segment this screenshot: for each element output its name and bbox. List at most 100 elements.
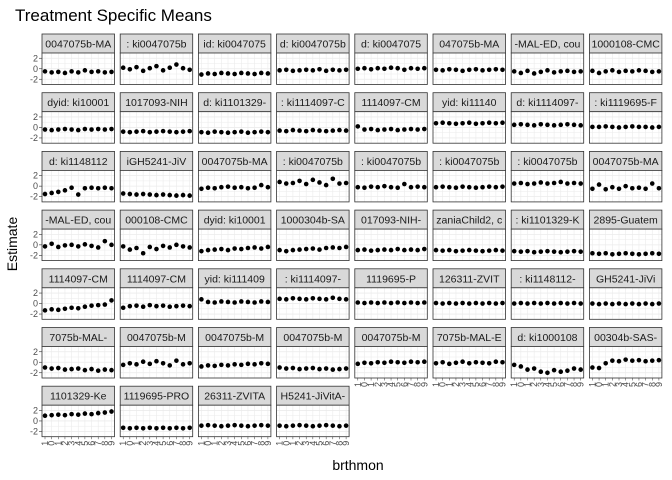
x-tick-label: 3	[301, 441, 311, 446]
data-point	[531, 123, 537, 128]
facet-strip-label: id: ki0047075	[203, 39, 266, 51]
data-point	[147, 244, 153, 250]
data-point	[623, 68, 628, 74]
data-point	[120, 244, 126, 249]
facet-strip-label: 7075b-MAL-	[49, 332, 107, 344]
x-tick-label: 2	[373, 382, 383, 387]
data-point	[480, 184, 485, 190]
data-point	[590, 186, 595, 192]
facet-panel: d: ki1101329-	[197, 92, 272, 144]
data-point	[558, 122, 564, 128]
data-point	[596, 365, 602, 371]
data-point	[440, 68, 445, 73]
data-point	[102, 185, 108, 191]
x-tick-label: 1	[523, 382, 533, 387]
data-point	[460, 359, 465, 365]
facet-strip-label: d: ki1000108	[517, 332, 577, 344]
facet-strip-label: 0047075b-MA	[593, 156, 659, 168]
data-point	[473, 359, 479, 365]
data-point	[355, 361, 361, 367]
panel-border	[432, 169, 506, 203]
data-point	[160, 361, 166, 366]
facet-strip-label: iGH5241-JiV	[127, 156, 187, 168]
data-point	[395, 300, 401, 305]
data-point	[382, 247, 387, 252]
data-point	[174, 358, 179, 363]
data-point	[120, 65, 126, 70]
data-point	[56, 244, 61, 250]
data-point	[630, 358, 635, 363]
data-point	[323, 68, 329, 74]
x-tick-label: 1	[431, 382, 441, 387]
data-point	[134, 64, 139, 70]
data-point	[343, 297, 349, 302]
data-point	[545, 181, 550, 186]
data-point	[290, 68, 296, 74]
data-point	[219, 423, 224, 429]
data-point	[109, 367, 114, 373]
facet-strip-label: d: ki0047075	[361, 39, 421, 51]
data-point	[219, 129, 224, 135]
data-point	[375, 184, 381, 190]
data-point	[433, 300, 439, 306]
data-point	[95, 410, 101, 416]
facet-strip-label: yid: ki111409	[204, 273, 264, 285]
data-point	[56, 127, 61, 132]
data-point	[310, 365, 316, 371]
data-point	[212, 129, 217, 134]
data-point	[511, 181, 517, 186]
data-point	[538, 69, 544, 75]
x-tick-label: 7	[641, 382, 651, 387]
data-point	[225, 423, 231, 428]
data-point	[362, 247, 367, 252]
data-point	[330, 295, 336, 301]
data-point	[212, 247, 217, 252]
data-point	[212, 363, 217, 369]
x-tick-label: 8	[256, 441, 266, 446]
data-point	[623, 357, 628, 362]
data-point	[303, 366, 309, 371]
data-point	[493, 301, 499, 306]
y-tick-label: 0	[33, 240, 38, 250]
data-point	[42, 244, 48, 249]
data-point	[447, 120, 452, 126]
data-point	[127, 247, 133, 252]
facet-strip-label: d: ki1101329-	[203, 97, 266, 109]
panel-border	[510, 169, 585, 203]
data-point	[531, 300, 537, 306]
x-tick-label: 6	[87, 441, 97, 446]
data-point	[486, 67, 492, 73]
data-point	[382, 300, 387, 305]
data-point	[447, 361, 452, 367]
panel-border	[354, 287, 428, 320]
x-tick-label: 2	[451, 382, 461, 387]
data-point	[317, 366, 322, 372]
data-point	[297, 128, 302, 133]
data-point	[337, 127, 342, 133]
x-tick-label: 4	[230, 441, 240, 446]
facet-panel: 000108-CMC	[119, 209, 194, 262]
data-point	[62, 188, 68, 193]
data-point	[232, 246, 237, 251]
data-point	[109, 409, 114, 414]
data-point	[232, 362, 237, 367]
data-point	[134, 129, 139, 134]
data-point	[127, 129, 133, 135]
facet-strip-label: 1000304b-SA	[281, 215, 345, 227]
data-point	[453, 67, 459, 73]
data-point	[596, 124, 602, 130]
data-point	[232, 185, 237, 191]
data-point	[571, 69, 577, 75]
data-point	[590, 365, 595, 370]
y-tick-label: 2	[33, 112, 38, 122]
data-point	[388, 126, 394, 132]
data-point	[82, 126, 88, 132]
data-point	[616, 251, 622, 257]
data-point	[623, 183, 628, 189]
data-point	[252, 71, 257, 77]
facet-panel: 1017093-NIH	[119, 92, 194, 144]
facet-strip-label: d: ki0047075b	[280, 39, 346, 51]
data-point	[518, 249, 524, 254]
facet-panel: dyid: ki10001	[197, 209, 272, 262]
data-point	[382, 66, 387, 72]
